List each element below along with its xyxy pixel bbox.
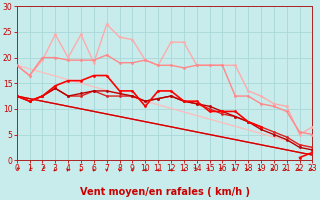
X-axis label: Vent moyen/en rafales ( km/h ): Vent moyen/en rafales ( km/h )	[80, 187, 250, 197]
